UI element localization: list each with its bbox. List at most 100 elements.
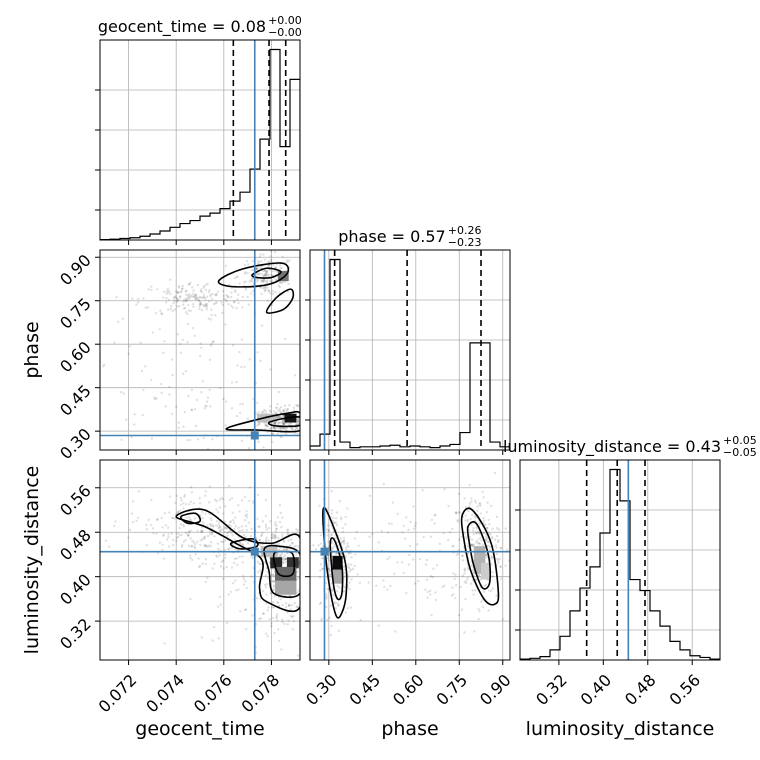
sample-point — [210, 342, 213, 346]
sample-point — [192, 289, 195, 292]
sample-point — [272, 588, 275, 592]
sample-point — [261, 278, 265, 281]
sample-point — [175, 494, 178, 497]
sample-point — [454, 584, 458, 587]
sample-point — [199, 543, 202, 547]
sample-point — [336, 589, 339, 593]
sample-point — [170, 532, 173, 535]
sample-point — [327, 567, 331, 570]
sample-point — [470, 500, 473, 503]
sample-point — [268, 520, 272, 523]
density-cell — [473, 546, 486, 574]
sample-point — [267, 260, 271, 264]
sample-point — [441, 585, 444, 589]
sample-point — [268, 526, 271, 530]
sample-point — [150, 437, 154, 440]
sample-point — [451, 586, 454, 589]
sample-point — [418, 557, 422, 561]
sample-point — [229, 520, 233, 523]
sample-point — [292, 619, 296, 623]
sample-point — [174, 501, 177, 505]
sample-point — [276, 432, 279, 435]
sample-point — [302, 581, 304, 583]
tick-label-x: 0.48 — [621, 670, 660, 709]
sample-point — [296, 404, 300, 408]
sample-point — [200, 526, 204, 529]
title-sup: +0.05 — [723, 434, 757, 447]
sample-point — [272, 585, 276, 589]
sample-point — [282, 419, 285, 423]
sample-point — [269, 591, 272, 595]
sample-point — [127, 352, 130, 355]
sample-point — [343, 571, 346, 575]
sample-point — [496, 540, 500, 544]
title-main: luminosity_distance = 0.43 — [503, 437, 721, 457]
sample-point — [191, 302, 195, 306]
sample-point — [225, 463, 227, 465]
sample-point — [224, 298, 227, 301]
sample-point — [221, 290, 225, 293]
sample-point — [213, 562, 216, 565]
sample-point — [171, 412, 174, 416]
sample-point — [296, 654, 300, 657]
sample-point — [172, 297, 176, 300]
sample-point — [244, 518, 247, 522]
sample-point — [231, 511, 234, 515]
sample-point — [405, 591, 408, 595]
sample-point — [161, 526, 164, 529]
sample-point — [457, 492, 461, 496]
sample-point — [275, 524, 278, 527]
sample-point — [226, 296, 230, 299]
sample-point — [231, 344, 235, 347]
sample-point — [259, 544, 262, 547]
sample-point — [388, 556, 391, 559]
sample-point — [194, 294, 197, 298]
sample-point — [350, 556, 353, 559]
sample-point — [249, 279, 253, 282]
sample-point — [198, 296, 201, 299]
sample-point — [159, 382, 163, 386]
sample-point — [191, 295, 194, 298]
sample-point — [184, 297, 188, 300]
sample-point — [198, 303, 202, 306]
sample-point — [207, 317, 210, 320]
sample-point — [209, 295, 212, 298]
sample-point — [261, 286, 265, 290]
sample-point — [466, 520, 469, 523]
panel-title-luminosity_distance: luminosity_distance = 0.43 +0.05−0.05 — [503, 434, 757, 459]
sample-point — [186, 298, 189, 301]
sample-point — [132, 423, 136, 426]
sample-point — [386, 557, 389, 561]
sample-point — [244, 280, 248, 283]
sample-point — [258, 538, 262, 542]
contour-line — [466, 521, 492, 590]
sample-point — [357, 544, 360, 547]
sample-point — [211, 340, 214, 344]
sample-point — [293, 428, 297, 432]
sample-point — [283, 404, 287, 407]
sample-point — [196, 438, 200, 441]
sample-point — [187, 533, 190, 536]
sample-point — [235, 307, 238, 310]
sample-point — [159, 309, 162, 312]
sample-point — [265, 528, 269, 531]
sample-point — [156, 288, 159, 291]
sample-point — [264, 585, 268, 589]
sample-point — [246, 417, 250, 420]
sample-point — [463, 497, 466, 500]
sample-point — [194, 543, 197, 546]
sample-point — [296, 420, 300, 423]
sample-point — [225, 527, 229, 530]
sample-point — [285, 426, 288, 430]
sample-point — [238, 529, 241, 533]
sample-point — [494, 538, 497, 542]
sample-point — [331, 541, 334, 545]
sample-point — [190, 388, 193, 392]
sample-point — [272, 580, 275, 583]
sample-point — [394, 630, 397, 633]
sample-point — [402, 524, 405, 527]
sample-point — [167, 545, 171, 548]
sample-point — [476, 509, 479, 513]
sample-point — [307, 427, 309, 429]
tick-label-x: 0.56 — [665, 670, 704, 709]
